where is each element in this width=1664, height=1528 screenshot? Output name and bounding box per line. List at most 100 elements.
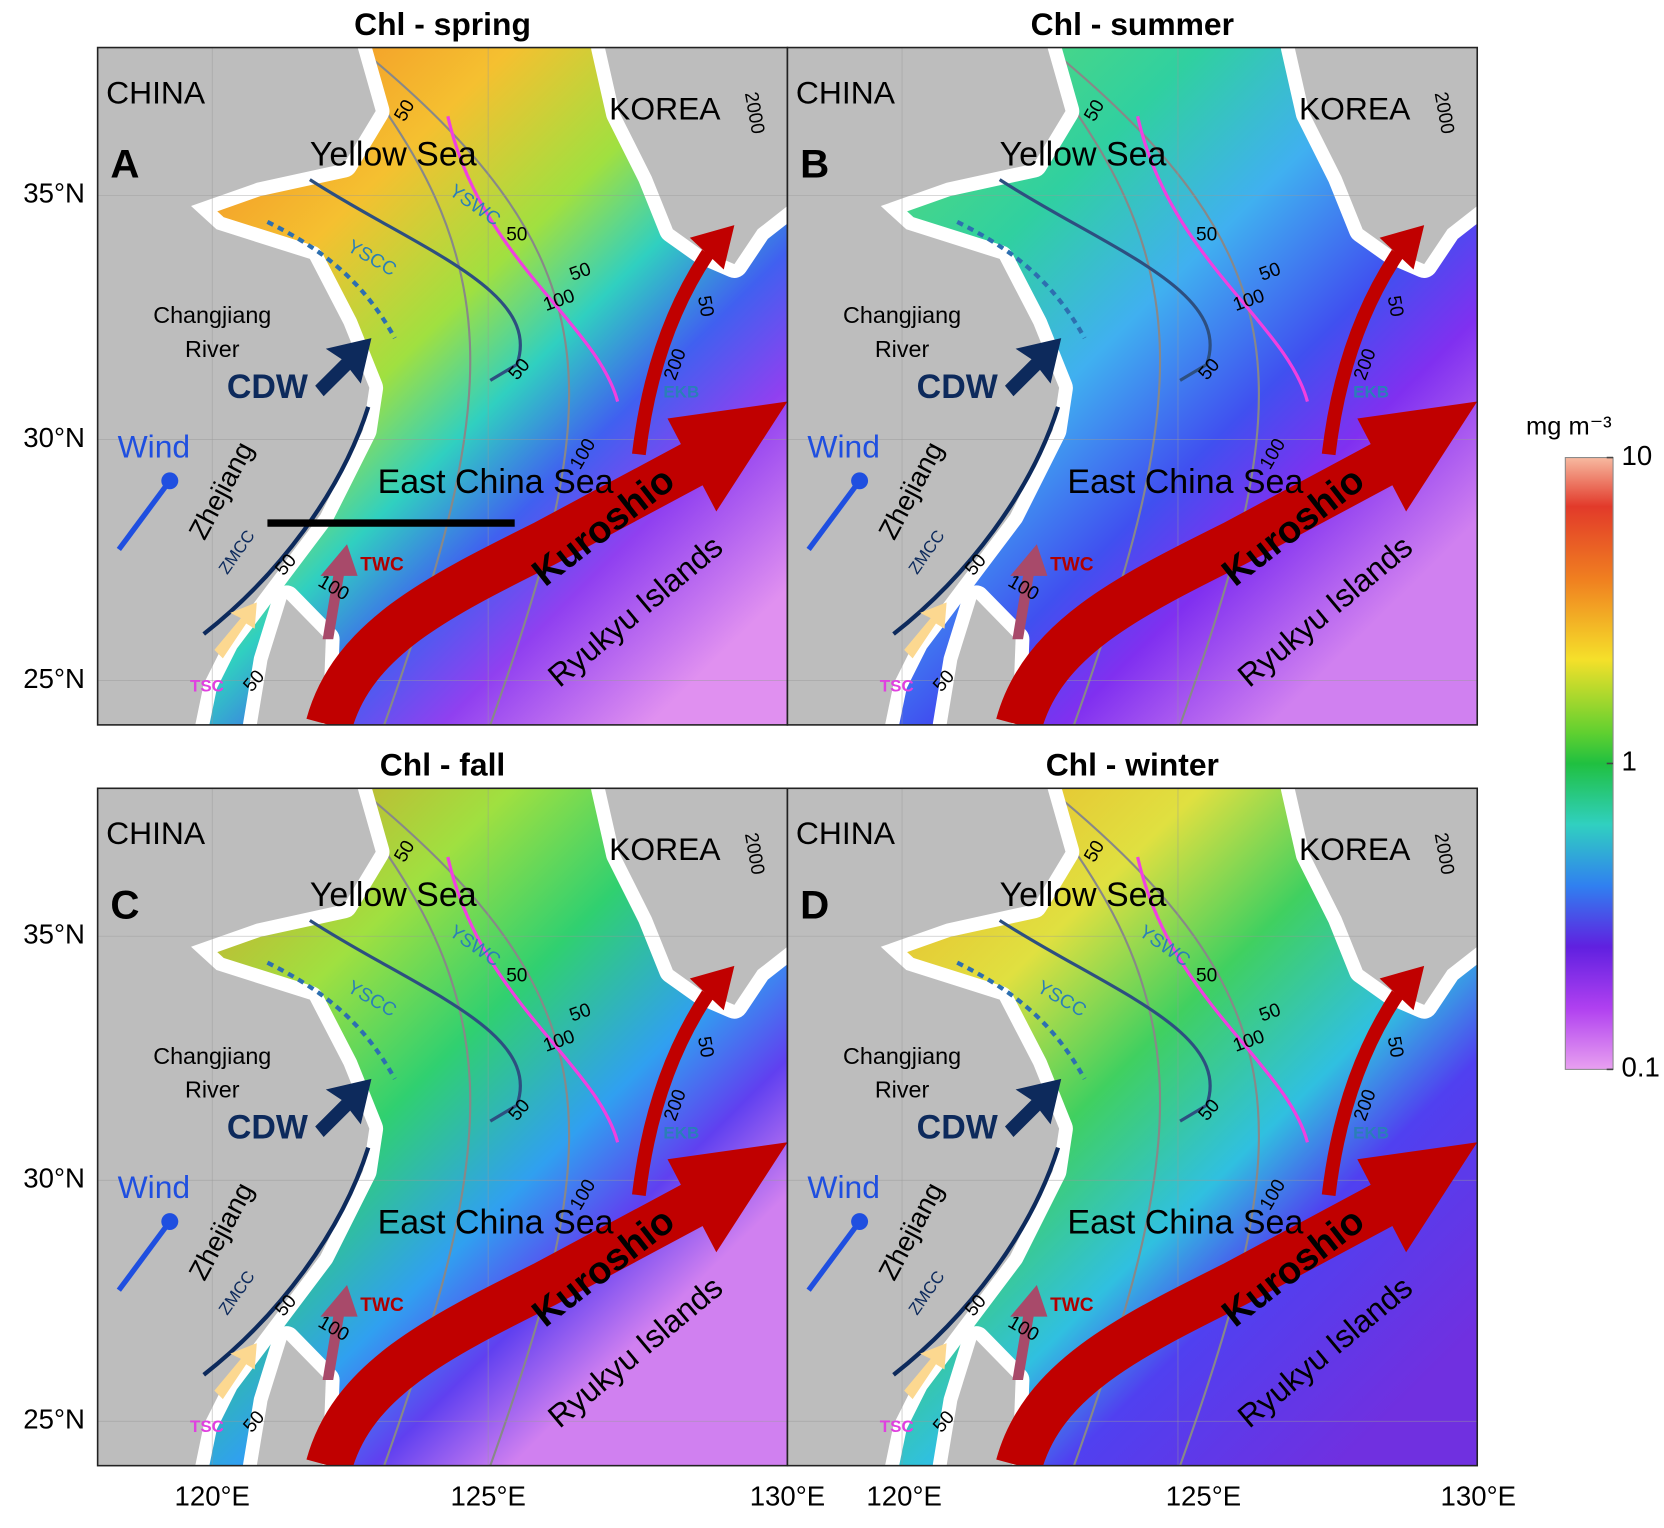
yscc-arrow <box>998 178 1212 382</box>
map-content <box>787 788 1478 1466</box>
map-label: CDW <box>917 1109 998 1147</box>
map-label: Changjiang <box>153 1043 271 1069</box>
map-label: East China Sea <box>378 1204 614 1242</box>
map-label: East China Sea <box>1067 463 1303 501</box>
land <box>787 788 1066 1466</box>
ekb-head <box>689 225 735 270</box>
map-label: CHINA <box>796 815 896 851</box>
wind-dot <box>161 1213 179 1231</box>
cdw-arrow <box>1004 338 1062 397</box>
land <box>97 788 376 1466</box>
yswc-arrow <box>446 115 620 402</box>
yscc-dashed <box>266 960 397 1080</box>
ekb-head <box>1379 225 1425 270</box>
map-label: Changjiang <box>843 1043 961 1069</box>
map-label: KOREA <box>609 90 721 126</box>
map-label: Yellow Sea <box>1000 876 1167 914</box>
map-label: EKB <box>1353 383 1389 402</box>
map-label: EKB <box>663 1123 699 1142</box>
yswc-arrow <box>1136 115 1309 402</box>
panel-frame <box>786 787 1479 1467</box>
land <box>604 788 788 1005</box>
wind-stick <box>116 479 172 552</box>
map-label: Wind <box>807 1169 879 1205</box>
lat-tick-label: 30°N <box>23 422 85 453</box>
panel-letter: A <box>110 142 139 187</box>
map-label: 50 <box>693 294 717 318</box>
map-label: East China Sea <box>378 463 614 501</box>
map-label: River <box>875 1077 930 1103</box>
map-content <box>787 47 1478 725</box>
land <box>946 599 1016 725</box>
colorbar <box>1564 457 1614 1070</box>
land <box>97 47 376 725</box>
wind-stick <box>116 1219 172 1292</box>
ekb-arrow <box>1321 249 1404 456</box>
kuroshio-head <box>1357 1142 1478 1253</box>
lat-tick-label: 25°N <box>23 663 85 694</box>
tsc-arrow <box>214 602 257 659</box>
map-label: 50 <box>1196 225 1217 246</box>
yscc-dashed <box>266 220 397 340</box>
lat-tick-label: 30°N <box>23 1163 85 1194</box>
yswc-arrow <box>446 856 620 1143</box>
map-content <box>97 788 788 1466</box>
map-label: Wind <box>118 429 190 465</box>
panel-letter: C <box>110 882 139 927</box>
yswc-arrow <box>1136 856 1309 1143</box>
map-label: KOREA <box>609 831 721 867</box>
map-label: 50 <box>506 225 527 246</box>
cdw-arrow <box>315 1078 372 1138</box>
map-label: TWC <box>360 554 404 575</box>
zmcc-arrow <box>202 406 371 636</box>
wind-stick <box>806 479 862 552</box>
map-label: CDW <box>227 368 308 406</box>
land <box>604 47 788 265</box>
map-label: KOREA <box>1299 831 1411 867</box>
wind-stick <box>806 1219 862 1292</box>
map-label: 50 <box>1383 1035 1407 1059</box>
map-label: Changjiang <box>153 302 271 328</box>
map-panel: B CHINA KOREA Yellow Sea Changjiang River CDW W… <box>786 46 1479 726</box>
map-label: Changjiang <box>843 302 961 328</box>
map-label: TSC <box>190 676 224 695</box>
yscc-arrow <box>998 919 1212 1123</box>
ekb-head <box>689 965 735 1011</box>
map-label: East China Sea <box>1067 1204 1303 1242</box>
yscc-dashed <box>956 960 1087 1080</box>
ekb-arrow <box>632 990 714 1196</box>
tsc-arrow <box>904 1343 947 1400</box>
panel-title: Chl - spring <box>354 6 531 42</box>
map-label: Yellow Sea <box>310 135 477 173</box>
map-label: 50 <box>693 1035 717 1059</box>
panel-frame <box>786 46 1479 726</box>
map-label: Wind <box>118 1169 190 1205</box>
land <box>787 47 1066 725</box>
lat-tick-label: 35°N <box>23 178 85 209</box>
map-label: Yellow Sea <box>310 876 477 914</box>
ekb-head <box>1379 965 1425 1011</box>
map-label: River <box>185 336 240 362</box>
kuroshio-head <box>667 1142 788 1253</box>
zmcc-arrow <box>892 406 1061 636</box>
yscc-dashed <box>956 220 1087 340</box>
kuroshio-arrow <box>996 441 1399 725</box>
colorbar-unit: mg m⁻³ <box>1526 413 1612 441</box>
yscc-arrow <box>309 178 522 382</box>
map-label: CDW <box>227 1109 308 1147</box>
lon-tick-label: 130°E <box>750 1481 825 1512</box>
lat-tick-label: 35°N <box>23 919 85 950</box>
panel-letter: D <box>800 882 829 927</box>
kuroshio-arrow <box>306 441 709 725</box>
map-content <box>97 47 788 725</box>
wind-dot <box>161 472 179 490</box>
land <box>256 1339 326 1466</box>
panel-title: Chl - summer <box>1031 6 1234 42</box>
map-label: 50 <box>506 965 527 986</box>
map-label: EKB <box>1353 1123 1389 1142</box>
map-label: TSC <box>880 1417 914 1436</box>
wind-dot <box>851 1213 869 1231</box>
